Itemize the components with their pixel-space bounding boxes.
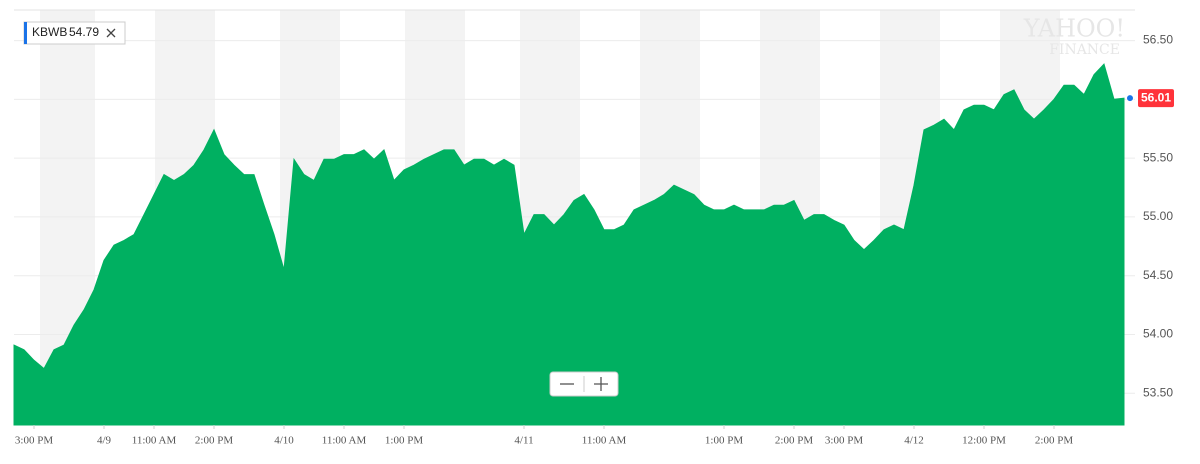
x-tick-label: 11:00 AM [132, 435, 177, 447]
x-tick-label: 11:00 AM [582, 435, 627, 447]
x-tick-label: 4/10 [274, 435, 294, 447]
x-tick-label: 3:00 PM [825, 435, 863, 447]
y-tick-label: 53.50 [1143, 385, 1173, 399]
y-tick-label: 55.00 [1143, 209, 1173, 223]
area [13, 63, 1125, 426]
last-point [1126, 94, 1134, 103]
x-tick-label: 4/9 [97, 435, 112, 447]
x-tick-label: 4/12 [904, 435, 924, 447]
legend-close[interactable] [106, 28, 116, 38]
x-tick-label: 2:00 PM [1035, 435, 1073, 447]
watermark: FINANCE [1049, 42, 1120, 58]
last-price-label: 56.01 [1141, 90, 1171, 104]
x-tick-label: 1:00 PM [705, 435, 743, 447]
x-tick-label: 12:00 PM [962, 435, 1006, 447]
y-tick-label: 55.50 [1143, 150, 1173, 164]
y-tick-label: 56.50 [1143, 33, 1173, 47]
legend[interactable]: KBWB 54.79 [23, 21, 126, 45]
x-tick-label: 1:00 PM [385, 435, 423, 447]
x-tick-label: 3:00 PM [15, 435, 53, 447]
x-tick-label: 4/11 [514, 435, 533, 447]
legend-value: 54.79 [69, 25, 99, 39]
zoom-in[interactable] [594, 377, 608, 391]
last-price-badge [1138, 89, 1174, 108]
zoom-controls[interactable] [549, 371, 619, 397]
x-tick-label: 11:00 AM [322, 435, 367, 447]
legend-swatch [24, 22, 27, 44]
x-tick-label: 2:00 PM [775, 435, 813, 447]
plot [13, 63, 1125, 426]
legend-name: KBWB [32, 25, 67, 39]
y-tick-label: 54.00 [1143, 327, 1173, 341]
watermark: YAHOO! [1023, 15, 1125, 43]
x-tick-label: 2:00 PM [195, 435, 233, 447]
y-tick-label: 54.50 [1143, 268, 1173, 282]
